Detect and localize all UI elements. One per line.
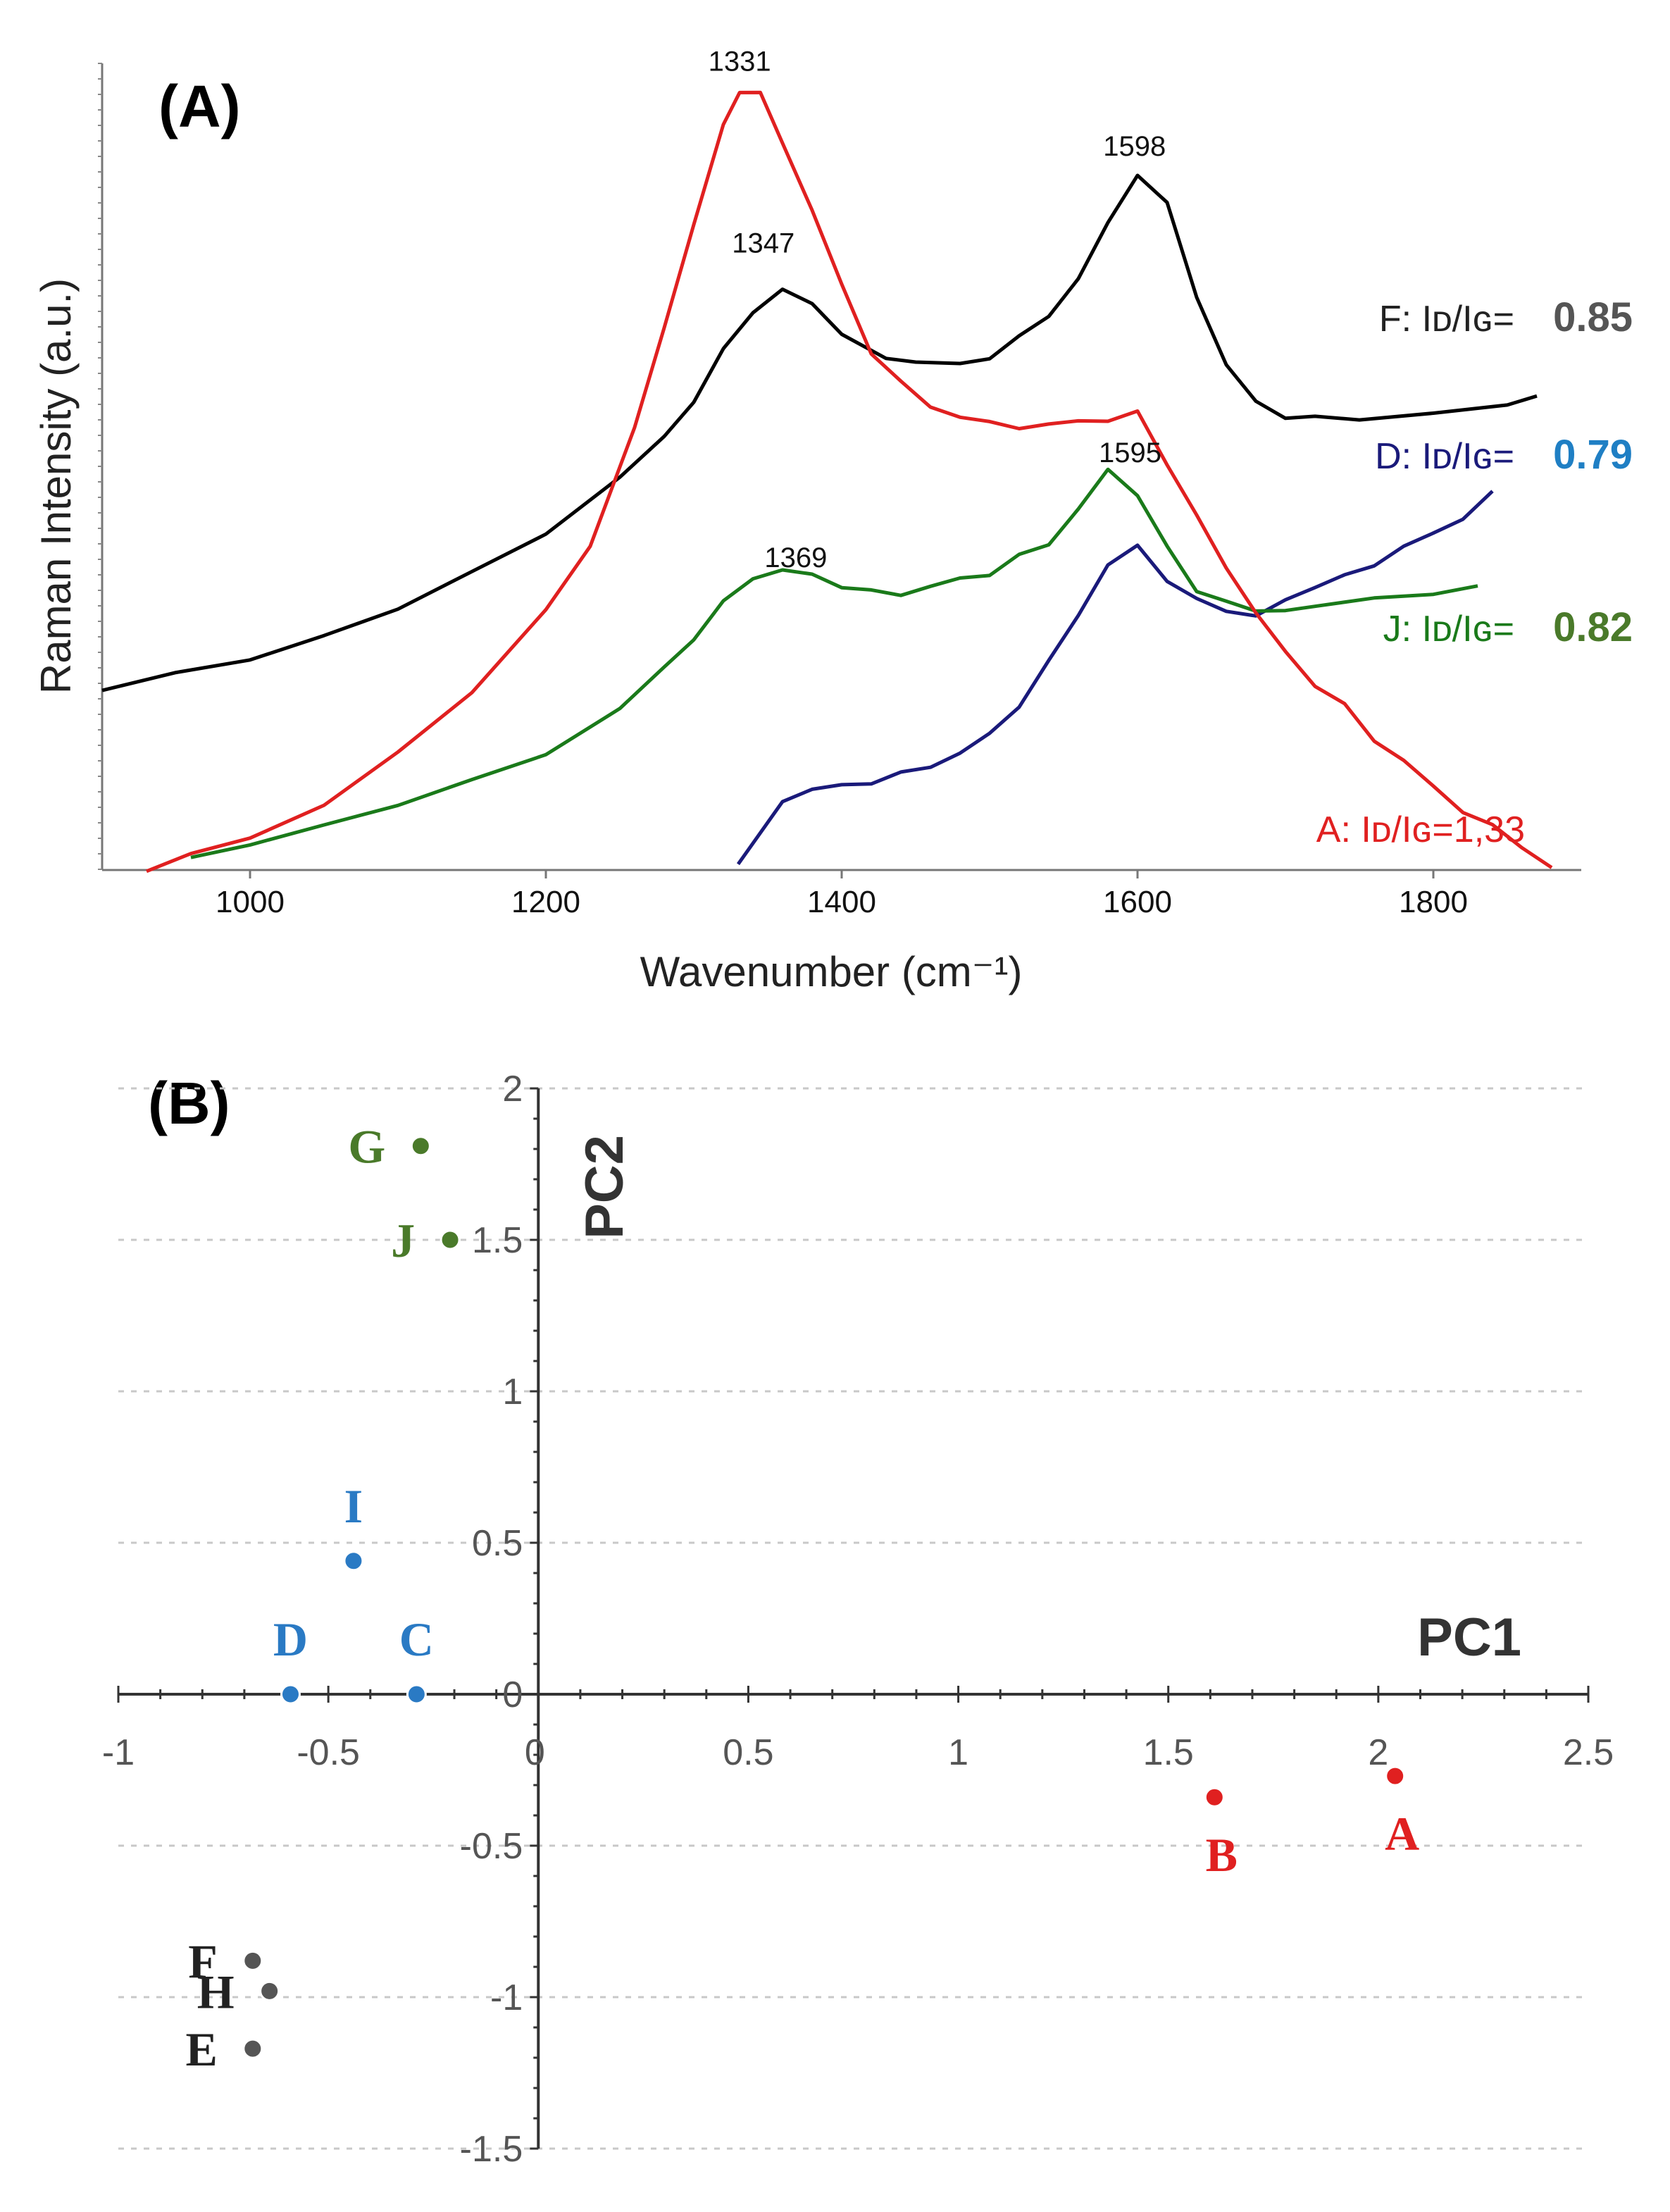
- point-b: [1204, 1787, 1225, 1808]
- point-h: [259, 1980, 280, 2001]
- panel-b-points: GJ I C D B A FHE: [185, 1120, 1419, 2076]
- point-f: [242, 1950, 263, 1971]
- panel-b-label: (B): [148, 1070, 230, 1136]
- peak-label-1595: 1595: [1099, 437, 1161, 468]
- peak-label-1347: 1347: [732, 228, 795, 259]
- panel-a-y-axis-title: Raman Intensity (a.u.): [32, 278, 80, 694]
- point-label-j: J: [391, 1214, 415, 1267]
- panel-a-peak-labels: 1331 1347 1598 1595 1369: [709, 46, 1166, 573]
- spectrum-line-j: [190, 467, 1478, 859]
- point-label-d: D: [273, 1613, 308, 1666]
- point-label-b: B: [1206, 1828, 1238, 1882]
- point-label-i: I: [344, 1479, 363, 1533]
- ratio-value-j: 0.82: [1553, 604, 1633, 650]
- y-tick-label: 1.5: [472, 1220, 523, 1261]
- x-tick-label: 1.5: [1143, 1732, 1194, 1773]
- pca-scores-panel: (B) PC2 PC1 -1 -0.5 0.5 1 1.5 2 2.5 -1.5 -1 -0.5 0…: [102, 1069, 1614, 2170]
- x-tick-label: 1: [948, 1732, 968, 1773]
- panel-b-gridlines: [118, 1087, 1588, 2150]
- point-c: [406, 1684, 427, 1705]
- ratio-value-f: 0.85: [1553, 294, 1633, 340]
- panel-a-label: (A): [158, 73, 241, 139]
- x-tick-label: 2: [1368, 1732, 1388, 1773]
- x-tick-label: 2.5: [1563, 1732, 1614, 1773]
- point-e: [242, 2038, 263, 2059]
- point-j: [440, 1229, 461, 1250]
- peak-label-1598: 1598: [1103, 131, 1166, 162]
- y-tick-label: -1: [490, 1977, 523, 2018]
- point-d: [280, 1684, 301, 1705]
- point-label-g: G: [348, 1120, 385, 1174]
- raman-spectra-panel: (A) Raman Intensity (a.u.) Wavenumber (c…: [32, 46, 1633, 995]
- point-a: [1385, 1765, 1406, 1787]
- point-label-h: H: [197, 1965, 235, 2018]
- x-tick-label: 1200: [511, 885, 580, 919]
- origin-x-label: 0: [525, 1732, 545, 1773]
- ratio-label-a: A: Iᴅ/Iɢ=1,33: [1316, 809, 1525, 850]
- panel-a-axes: 1000 1200 1400 1600 1800: [98, 63, 1581, 919]
- y-tick-label: -1.5: [460, 2129, 523, 2170]
- ratio-label-j: J: Iᴅ/Iɢ=: [1383, 609, 1514, 650]
- panel-a-x-axis-title: Wavenumber (cm⁻¹): [640, 948, 1023, 995]
- spectrum-line-d: [736, 490, 1494, 866]
- y-tick-label: 0.5: [472, 1523, 523, 1564]
- ratio-value-d: 0.79: [1553, 432, 1633, 478]
- x-tick-label: 1400: [807, 885, 876, 919]
- x-tick-label: -1: [102, 1732, 135, 1773]
- y-tick-label: 2: [502, 1069, 523, 1110]
- point-label-a: A: [1385, 1807, 1419, 1860]
- x-tick-label: 1000: [216, 885, 285, 919]
- panel-b-axes: -1 -0.5 0.5 1 1.5 2 2.5 -1.5 -1 -0.5 0.5 1 1.5 2 00: [102, 1069, 1614, 2170]
- ratio-label-d: D: Iᴅ/Iɢ=: [1375, 436, 1514, 477]
- x-tick-label: 1600: [1103, 885, 1172, 919]
- x-tick-label: 1800: [1399, 885, 1468, 919]
- point-label-e: E: [185, 2023, 217, 2076]
- point-g: [410, 1136, 431, 1157]
- panel-a-ratio-legend: F: Iᴅ/Iɢ= 0.85 D: Iᴅ/Iɢ= 0.79 J: Iᴅ/Iɢ= 0.82 A…: [1316, 294, 1633, 850]
- pc1-axis-title: PC1: [1417, 1608, 1521, 1667]
- x-tick-label: 0.5: [723, 1732, 773, 1773]
- spectrum-line-f: [101, 173, 1538, 692]
- ratio-label-f: F: Iᴅ/Iɢ=: [1379, 299, 1514, 340]
- spectrum-line-a: [146, 90, 1553, 874]
- point-i: [343, 1551, 364, 1572]
- panel-a-series: [101, 90, 1553, 874]
- point-label-f: F: [188, 1934, 218, 1988]
- origin-y-label: 0: [502, 1674, 523, 1715]
- point-label-c: C: [399, 1613, 434, 1666]
- peak-label-1369: 1369: [764, 542, 827, 573]
- peak-label-1331: 1331: [709, 46, 771, 77]
- pc2-axis-title: PC2: [575, 1135, 635, 1239]
- y-tick-label: 1: [502, 1372, 523, 1412]
- y-tick-label: -0.5: [460, 1826, 523, 1867]
- x-tick-label: -0.5: [297, 1732, 360, 1773]
